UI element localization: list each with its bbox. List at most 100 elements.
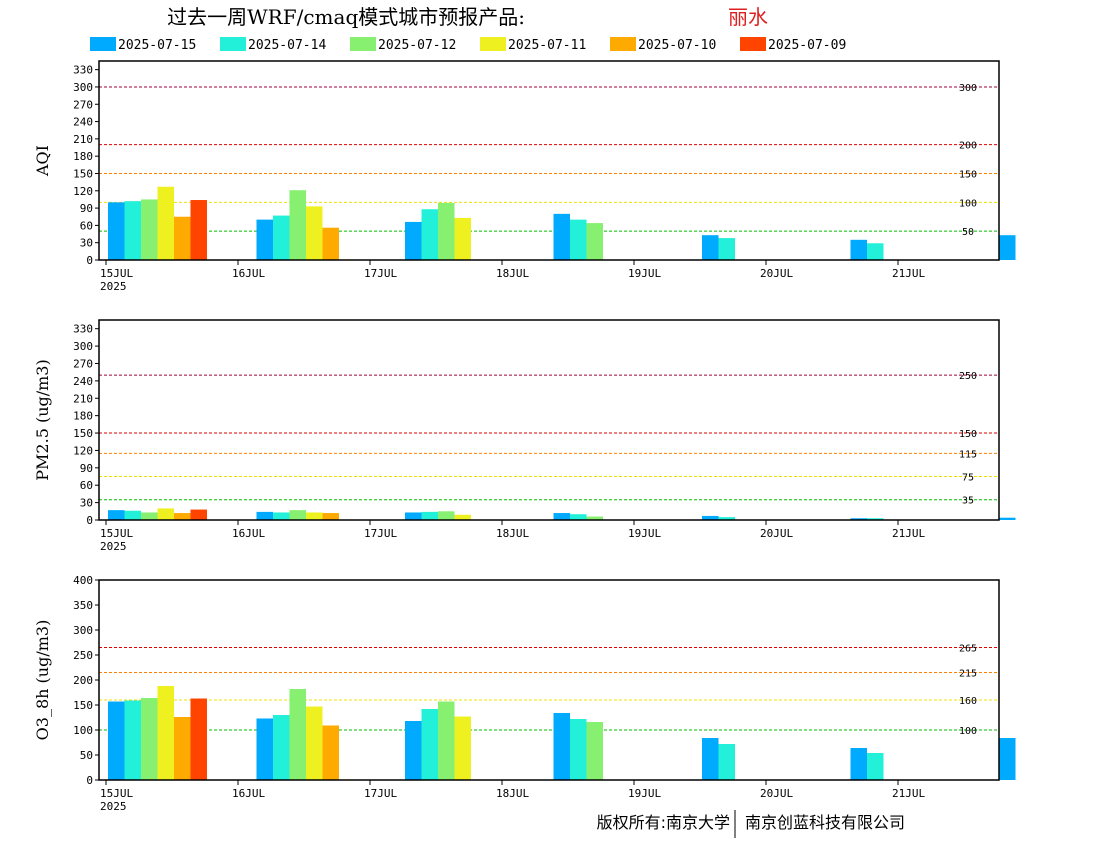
o3-bar-2025-07-10-15JUL <box>174 717 191 780</box>
o3-xtick-year: 2025 <box>100 800 127 813</box>
pm25-ref-label-250: 250 <box>959 371 977 382</box>
chart-title: 过去一周WRF/cmaq模式城市预报产品: <box>167 5 525 29</box>
aqi-ylabel: AQI <box>33 145 52 177</box>
aqi-ytick-label-60: 60 <box>80 219 93 232</box>
pm25-ytick-label-330: 330 <box>73 323 93 336</box>
o3-bar-2025-07-15-20JUL <box>850 748 867 780</box>
pm25-bar-2025-07-15-20JUL <box>850 518 867 520</box>
pm25-bar-2025-07-11-16JUL <box>306 512 323 520</box>
pm25-xtick-year: 2025 <box>100 540 127 553</box>
pm25-ytick-label-300: 300 <box>73 340 93 353</box>
legend-swatch-2025-07-10 <box>610 37 636 51</box>
o3-ytick-label-300: 300 <box>73 624 93 637</box>
pm25-bar-2025-07-15-17JUL <box>405 512 422 520</box>
aqi-bar-2025-07-15-16JUL <box>256 219 273 260</box>
pm25-xtick-label-19JUL: 19JUL <box>628 527 661 540</box>
panel-aqi: 300 200 150 100 50 0 30 60 90 120 150 180 210 240 270 3… <box>33 60 1016 293</box>
aqi-ref-label-300: 300 <box>959 83 977 94</box>
pm25-bar-2025-07-10-15JUL <box>174 513 191 520</box>
pm25-ytick-label-270: 270 <box>73 357 93 370</box>
aqi-xtick-label-16JUL: 16JUL <box>232 267 265 280</box>
aqi-xtick-label-15JUL: 15JUL <box>100 267 133 280</box>
legend-label-2025-07-09: 2025-07-09 <box>768 38 846 53</box>
aqi-bar-2025-07-12-16JUL <box>289 190 306 260</box>
o3-bar-2025-07-11-17JUL <box>454 716 471 780</box>
copyright-left: 版权所有:南京大学 <box>597 813 730 832</box>
aqi-ytick-label-30: 30 <box>80 237 93 250</box>
o3-xtick-label-16JUL: 16JUL <box>232 787 265 800</box>
aqi-bar-2025-07-14-17JUL <box>421 209 438 260</box>
o3-bar-2025-07-15-21JUL <box>999 738 1016 780</box>
o3-ytick-label-50: 50 <box>80 749 93 762</box>
o3-ytick-label-200: 200 <box>73 674 93 687</box>
pm25-plot-frame <box>98 319 1000 521</box>
aqi-ref-label-200: 200 <box>959 141 977 152</box>
pm25-xtick-label-21JUL: 21JUL <box>892 527 925 540</box>
o3-xtick-label-15JUL: 15JUL <box>100 787 133 800</box>
aqi-bar-2025-07-11-15JUL <box>157 186 174 260</box>
legend-swatch-2025-07-09 <box>740 37 766 51</box>
aqi-bar-2025-07-12-15JUL <box>141 199 158 260</box>
o3-ylabel: O3_8h (ug/m3) <box>33 620 52 741</box>
aqi-bar-2025-07-15-20JUL <box>850 239 867 260</box>
o3-bar-2025-07-12-16JUL <box>289 689 306 780</box>
aqi-xtick-label-19JUL: 19JUL <box>628 267 661 280</box>
aqi-bar-2025-07-11-16JUL <box>306 206 323 260</box>
legend-label-2025-07-10: 2025-07-10 <box>638 38 716 53</box>
aqi-bar-2025-07-10-16JUL <box>322 227 339 260</box>
pm25-bar-2025-07-14-19JUL <box>718 517 735 520</box>
pm25-ytick-label-150: 150 <box>73 427 93 440</box>
aqi-bar-2025-07-15-15JUL <box>108 202 125 260</box>
aqi-xtick-label-17JUL: 17JUL <box>364 267 397 280</box>
panel-o3: 265 215 160 100 0 50 100 150 200 250 300 350 400 15JU… <box>33 574 1016 813</box>
pm25-xtick-label-20JUL: 20JUL <box>760 527 793 540</box>
aqi-bar-2025-07-14-16JUL <box>273 215 290 260</box>
pm25-ytick-label-210: 210 <box>73 392 93 405</box>
o3-bar-2025-07-14-18JUL <box>570 719 587 780</box>
copyright-right: 南京创蓝科技有限公司 <box>745 813 905 832</box>
aqi-ytick-label-120: 120 <box>73 185 93 198</box>
o3-xtick-label-18JUL: 18JUL <box>496 787 529 800</box>
legend-swatch-2025-07-11 <box>480 37 506 51</box>
o3-bar-2025-07-15-19JUL <box>702 738 719 780</box>
aqi-xtick-label-21JUL: 21JUL <box>892 267 925 280</box>
o3-ytick-label-350: 350 <box>73 599 93 612</box>
legend-swatch-2025-07-14 <box>220 37 246 51</box>
o3-ref-label-215: 215 <box>959 669 977 680</box>
pm25-bar-2025-07-15-15JUL <box>108 510 125 520</box>
aqi-bar-2025-07-15-19JUL <box>702 235 719 260</box>
pm25-ytick-label-60: 60 <box>80 479 93 492</box>
pm25-xtick-label-15JUL: 15JUL <box>100 527 133 540</box>
city-name: 丽水 <box>728 5 768 29</box>
aqi-ytick-label-330: 330 <box>73 64 93 77</box>
legend-label-2025-07-12: 2025-07-12 <box>378 38 456 53</box>
o3-bar-2025-07-14-17JUL <box>421 709 438 780</box>
pm25-ref-label-35: 35 <box>962 496 974 507</box>
pm25-bar-2025-07-14-18JUL <box>570 514 587 520</box>
o3-ytick-label-100: 100 <box>73 724 93 737</box>
legend: 2025-07-15 2025-07-14 2025-07-12 2025-07-11… <box>90 37 846 53</box>
aqi-ref-label-150: 150 <box>959 169 977 180</box>
o3-bar-2025-07-12-17JUL <box>438 701 455 780</box>
aqi-bar-2025-07-10-15JUL <box>174 216 191 260</box>
pm25-ytick-label-180: 180 <box>73 410 93 423</box>
pm25-bar-2025-07-12-16JUL <box>289 510 306 520</box>
aqi-bar-2025-07-11-17JUL <box>454 217 471 260</box>
aqi-ref-label-50: 50 <box>962 227 974 238</box>
aqi-bar-2025-07-14-20JUL <box>867 243 884 260</box>
aqi-bar-2025-07-14-15JUL <box>124 201 141 260</box>
pm25-bar-2025-07-15-18JUL <box>553 513 570 520</box>
o3-bar-2025-07-14-15JUL <box>124 700 141 780</box>
o3-bar-2025-07-15-17JUL <box>405 721 422 780</box>
pm25-xtick-label-17JUL: 17JUL <box>364 527 397 540</box>
pm25-bar-2025-07-12-17JUL <box>438 511 455 520</box>
o3-bar-2025-07-11-16JUL <box>306 706 323 780</box>
aqi-ytick-label-240: 240 <box>73 116 93 129</box>
pm25-bar-2025-07-09-15JUL <box>190 509 207 520</box>
pm25-ylabel: PM2.5 (ug/m3) <box>33 359 52 480</box>
aqi-bar-2025-07-15-21JUL <box>999 235 1016 260</box>
aqi-ytick-label-150: 150 <box>73 167 93 180</box>
o3-bar-2025-07-15-18JUL <box>553 713 570 780</box>
o3-ytick-label-150: 150 <box>73 699 93 712</box>
